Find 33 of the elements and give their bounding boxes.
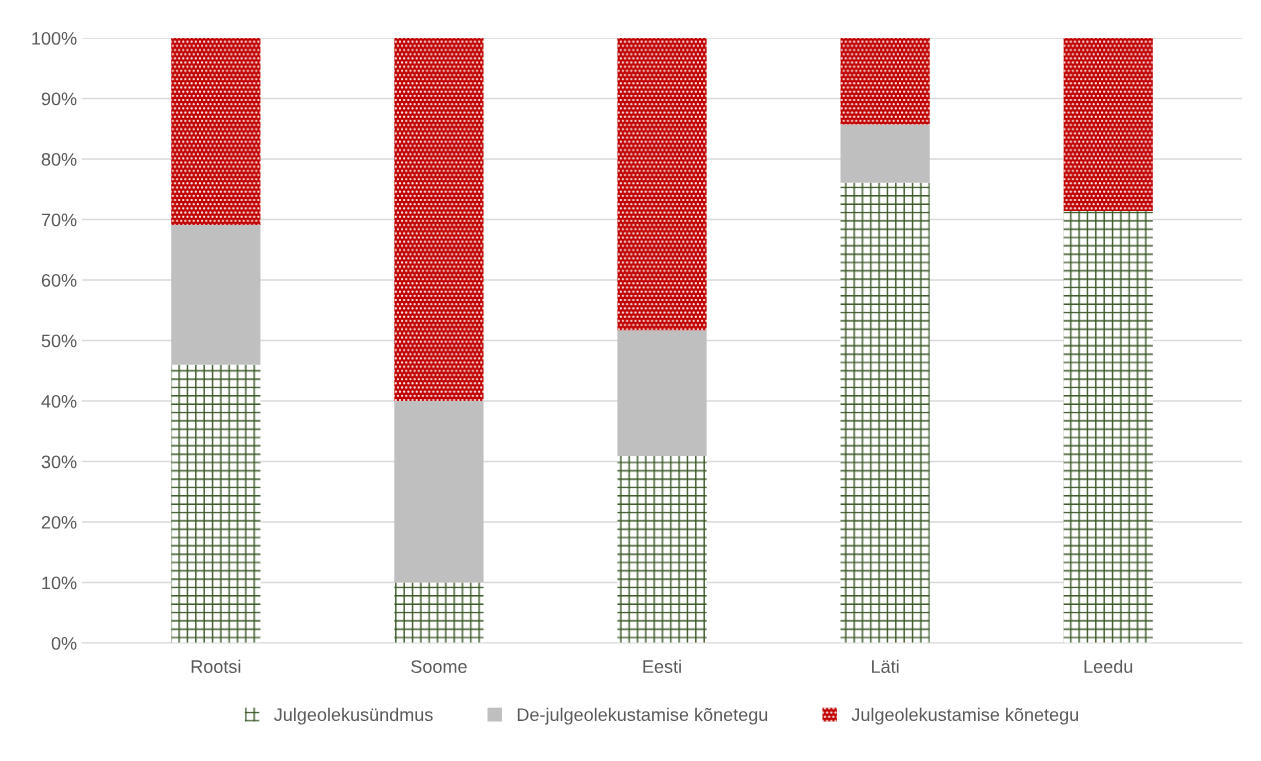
bar (840, 182, 930, 644)
bar (1063, 211, 1153, 644)
legend-label: Julgeolekustamise kõnetegu (851, 707, 1078, 725)
bar (840, 38, 930, 125)
bar (171, 38, 261, 225)
bar (394, 38, 484, 402)
legend-label: Julgeolekusündmus (274, 707, 433, 725)
x-tick-label: Rootsi (191, 659, 241, 673)
x-tick-label: Eesti (643, 659, 681, 673)
y-tick-label: 40% (41, 394, 77, 408)
y-tick-label: 100% (32, 31, 77, 45)
y-tick-label: 70% (41, 213, 77, 227)
bar (394, 582, 484, 644)
y-tick-label: 80% (41, 152, 77, 166)
y-tick-label: 50% (41, 334, 77, 348)
y-tick-label: 90% (41, 92, 77, 106)
y-tick-label: 30% (41, 455, 77, 469)
bar (171, 224, 261, 365)
y-tick-label: 10% (42, 576, 77, 590)
x-tick-label: Läti (872, 659, 899, 673)
y-tick-label: 20% (41, 515, 77, 529)
bar (617, 456, 707, 644)
y-tick-label: 0% (51, 636, 77, 650)
y-tick-label: 60% (41, 273, 77, 287)
legend-label: De-julgeolekustamise kõnetegu (517, 707, 768, 725)
x-tick-label: Leedu (1084, 659, 1133, 673)
bar (394, 401, 484, 583)
x-tick-label: Soome (411, 660, 467, 673)
bar (171, 364, 261, 644)
bar (617, 330, 707, 457)
bar (840, 124, 930, 183)
bar (1063, 38, 1153, 212)
bar (617, 38, 707, 331)
